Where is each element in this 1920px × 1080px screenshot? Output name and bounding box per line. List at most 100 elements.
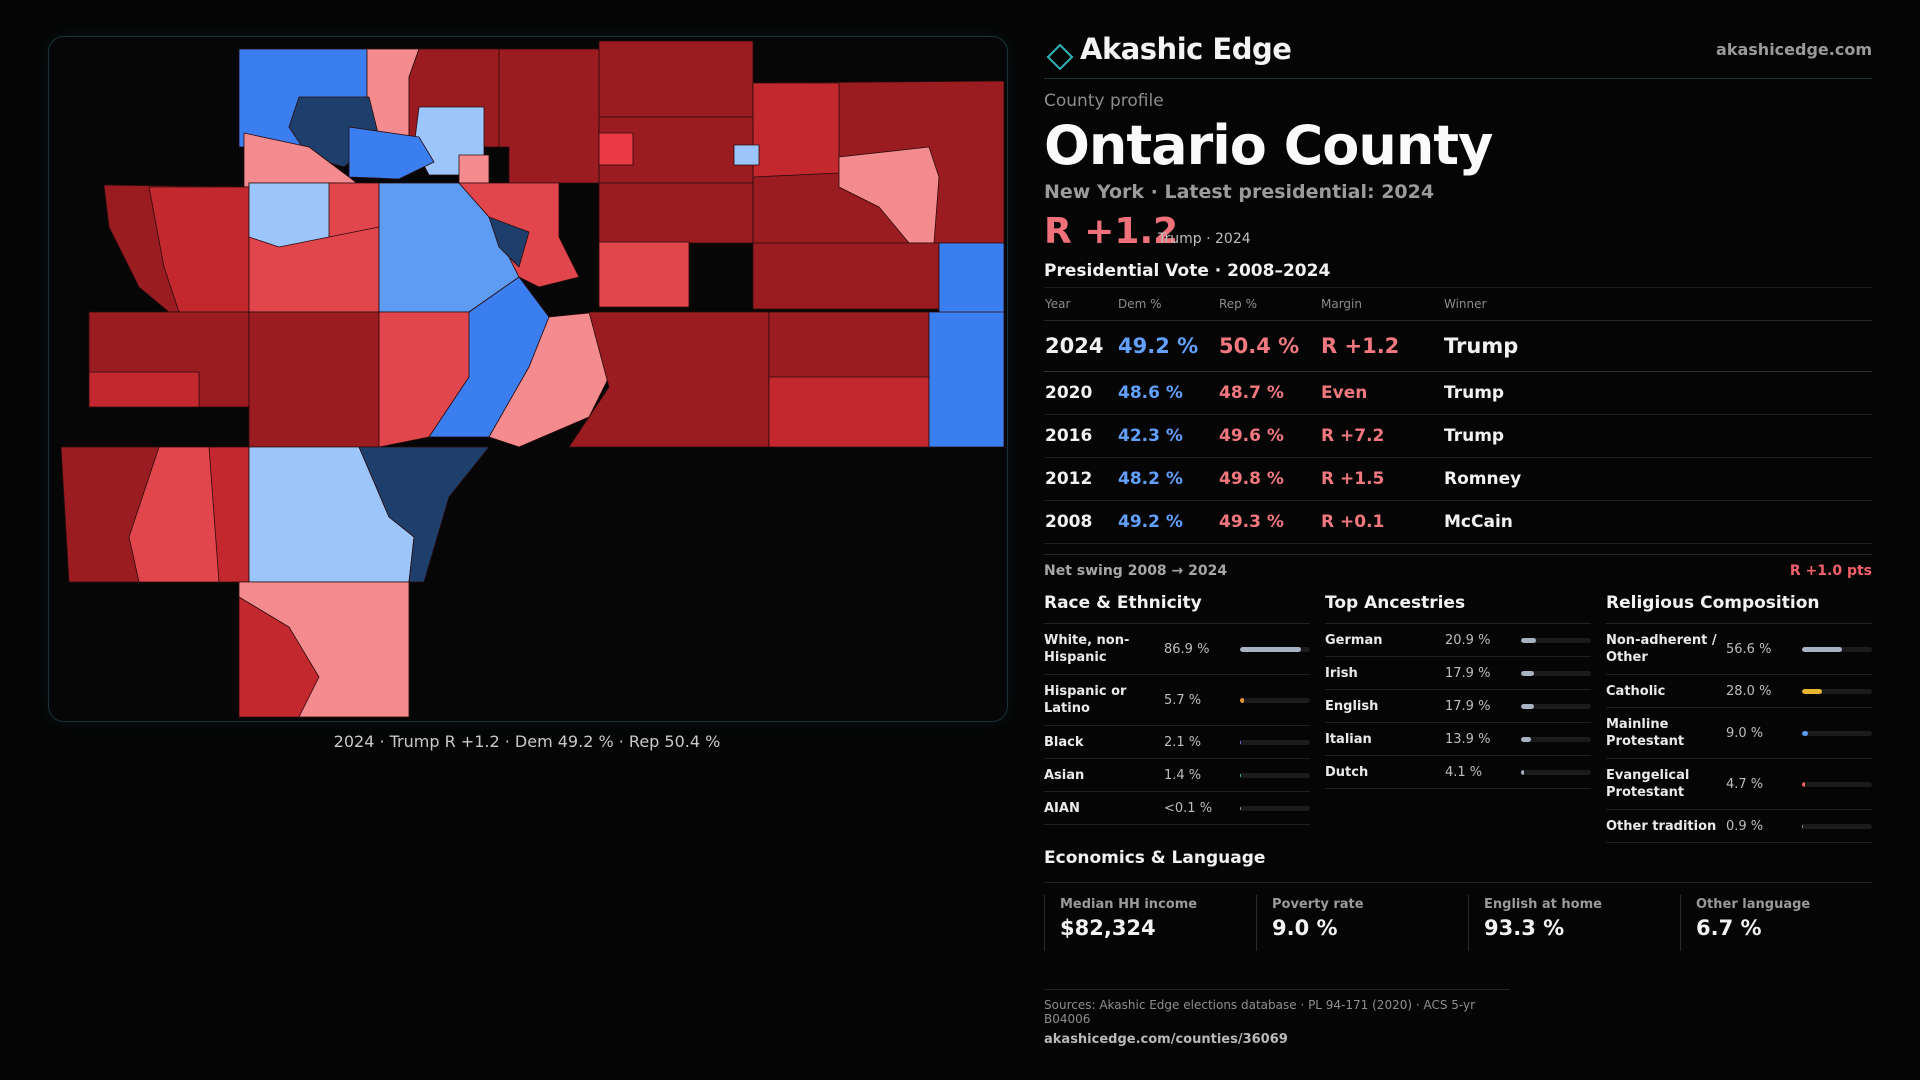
- share-bar: [1240, 772, 1310, 778]
- row-label: German: [1325, 632, 1383, 648]
- economics-title: Economics & Language: [1044, 848, 1266, 868]
- map-region[interactable]: [598, 132, 634, 166]
- share-bar-fill: [1521, 670, 1534, 676]
- row-label: Hispanic or Latino: [1044, 684, 1127, 716]
- row-label: English: [1325, 698, 1379, 714]
- stat-value: 9.0 %: [1272, 916, 1338, 940]
- share-bar-fill: [1802, 823, 1804, 829]
- map-region[interactable]: [928, 311, 1005, 448]
- winner-cell: Trump: [1443, 371, 1872, 415]
- row-value: 0.9 %: [1726, 818, 1764, 834]
- economics-stats: Median HH income $82,324 Poverty rate 9.…: [1044, 882, 1872, 961]
- net-swing-label: Net swing 2008 → 2024: [1044, 563, 1228, 579]
- row-label: Asian: [1044, 767, 1085, 783]
- rep-cell: 49.8 %: [1218, 457, 1320, 501]
- map-region[interactable]: [752, 82, 840, 178]
- map-region[interactable]: [88, 371, 200, 408]
- demographic-row: German 20.9 %: [1325, 624, 1591, 657]
- demographic-row: AIAN <0.1 %: [1044, 792, 1310, 825]
- stat-label: Poverty rate: [1272, 897, 1364, 912]
- row-label: AIAN: [1044, 800, 1080, 816]
- stat-label: Other language: [1696, 897, 1811, 912]
- presidential-vote-title: Presidential Vote · 2008–2024: [1044, 261, 1331, 281]
- section-title: Top Ancestries: [1325, 593, 1591, 624]
- row-value: 56.6 %: [1726, 641, 1772, 657]
- map-region[interactable]: [598, 241, 690, 308]
- row-value: 13.9 %: [1445, 731, 1491, 747]
- header-winner: Winner: [1443, 287, 1872, 321]
- demographic-row: Non-adherent / Other 56.6 %: [1606, 624, 1872, 675]
- stat-card: Other language 6.7 %: [1680, 895, 1896, 951]
- map-region[interactable]: [348, 126, 435, 180]
- stat-card: Median HH income $82,324: [1044, 895, 1260, 951]
- row-value: 4.7 %: [1726, 776, 1764, 792]
- row-value: 17.9 %: [1445, 665, 1491, 681]
- margin-cell: R +1.2: [1320, 320, 1443, 372]
- stat-card: Poverty rate 9.0 %: [1256, 895, 1472, 951]
- sources-text: Sources: Akashic Edge elections database…: [1044, 998, 1476, 1026]
- share-bar-fill: [1802, 730, 1809, 736]
- net-swing-row: Net swing 2008 → 2024 R +1.0 pts: [1044, 554, 1872, 583]
- map-region[interactable]: [328, 182, 380, 238]
- header-margin: Margin: [1320, 287, 1443, 321]
- dem-cell: 42.3 %: [1117, 414, 1218, 458]
- share-bar-fill: [1521, 703, 1534, 709]
- row-label: Black: [1044, 734, 1084, 750]
- share-bar: [1240, 739, 1310, 745]
- map-caption: 2024 · Trump R +1.2 · Dem 49.2 % · Rep 5…: [333, 732, 721, 751]
- winner-cell: McCain: [1443, 500, 1872, 544]
- dem-cell: 48.6 %: [1117, 371, 1218, 415]
- map-region[interactable]: [733, 144, 760, 166]
- religious-composition-section: Religious Composition Non-adherent / Oth…: [1606, 593, 1872, 843]
- race-ethnicity-section: Race & Ethnicity White, non-Hispanic 86.9…: [1044, 593, 1310, 825]
- demographic-row: Black 2.1 %: [1044, 726, 1310, 759]
- map-region[interactable]: [768, 376, 930, 448]
- sources-footer: Sources: Akashic Edge elections database…: [1044, 989, 1510, 1047]
- stat-value: 93.3 %: [1484, 916, 1565, 940]
- map-region[interactable]: [752, 242, 940, 310]
- demographic-row: Italian 13.9 %: [1325, 723, 1591, 756]
- demographic-row: Evangelical Protestant 4.7 %: [1606, 759, 1872, 810]
- share-bar: [1521, 736, 1591, 742]
- brand-url-link[interactable]: akashicedge.com: [1716, 40, 1872, 59]
- stat-label: English at home: [1484, 897, 1602, 912]
- map-region[interactable]: [248, 311, 380, 448]
- map-region[interactable]: [238, 596, 320, 718]
- dem-cell: 49.2 %: [1117, 320, 1218, 372]
- section-title: Religious Composition: [1606, 593, 1872, 624]
- demographic-row: Dutch 4.1 %: [1325, 756, 1591, 789]
- row-value: 2.1 %: [1164, 734, 1202, 750]
- county-url-link[interactable]: akashicedge.com/counties/36069: [1044, 1032, 1288, 1047]
- table-header-row: Year Dem % Rep % Margin Winner: [1044, 287, 1872, 321]
- row-value: 20.9 %: [1445, 632, 1491, 648]
- row-value: 17.9 %: [1445, 698, 1491, 714]
- winner-cell: Trump: [1443, 320, 1872, 372]
- map-region[interactable]: [243, 132, 360, 188]
- county-map-panel[interactable]: [48, 36, 1008, 722]
- map-region[interactable]: [598, 40, 754, 118]
- map-region[interactable]: [568, 311, 770, 448]
- winner-cell: Romney: [1443, 457, 1872, 501]
- share-bar: [1240, 646, 1310, 652]
- year-cell: 2012: [1044, 457, 1117, 501]
- margin-cell: Even: [1320, 371, 1443, 415]
- share-bar: [1802, 646, 1872, 652]
- row-value: 4.1 %: [1445, 764, 1483, 780]
- share-bar-fill: [1240, 739, 1242, 745]
- demographic-row: Hispanic or Latino 5.7 %: [1044, 675, 1310, 726]
- table-row: 2016 42.3 % 49.6 % R +7.2 Trump: [1044, 414, 1872, 458]
- map-region[interactable]: [488, 216, 530, 268]
- row-label: Mainline Protestant: [1606, 717, 1685, 749]
- year-cell: 2024: [1044, 320, 1117, 372]
- row-label: Catholic: [1606, 683, 1666, 699]
- map-region[interactable]: [358, 446, 490, 583]
- map-region[interactable]: [458, 154, 490, 184]
- share-bar: [1802, 823, 1872, 829]
- county-map[interactable]: [49, 37, 1007, 721]
- brand-name[interactable]: Akashic Edge: [1080, 32, 1292, 66]
- share-bar: [1802, 688, 1872, 694]
- map-region[interactable]: [248, 182, 340, 248]
- county-title: Ontario County: [1044, 114, 1493, 177]
- row-label: Italian: [1325, 731, 1372, 747]
- share-bar: [1802, 730, 1872, 736]
